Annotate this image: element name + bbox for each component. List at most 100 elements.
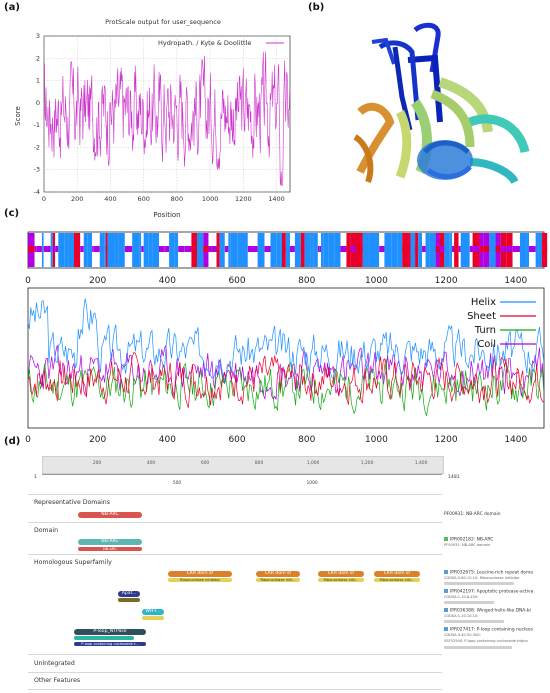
structure-teal-region	[468, 114, 530, 185]
ss-track-segment	[397, 233, 403, 267]
hydropathy-plot-area	[43, 35, 291, 193]
ss-track-band	[36, 246, 42, 252]
bar-winged-helix-sub[interactable]	[142, 616, 164, 620]
sequence-ruler[interactable]: 200 400 600 800 1,000 1,200 1,400	[42, 456, 444, 474]
right-rep-entry[interactable]: PF00931: NB-ARC domain	[444, 512, 501, 517]
right-h2-entry[interactable]: IPR042197: Apoptotic protease-activa	[444, 589, 533, 595]
right-h4-sub1[interactable]: G3DSA:3.40.50.300:	[444, 633, 481, 637]
bar-ploop-sub1[interactable]	[74, 636, 134, 640]
right-h3-bar	[444, 620, 504, 623]
hydropathy-x-tick: 1400	[268, 195, 285, 203]
green-badge-icon	[444, 537, 448, 541]
hydropathy-legend-label: Hydropath. / Kyte & Doolittle	[158, 39, 251, 47]
ss-track-segment	[148, 233, 153, 267]
bar-lrr-3[interactable]: LRR dom sf	[318, 571, 364, 577]
right-dom2-entry[interactable]: PF00931: NB-ARC domain	[444, 543, 491, 547]
ss-track-band	[300, 246, 305, 252]
ss-track-segment	[391, 233, 398, 267]
ruler-tick-top: 200	[92, 461, 102, 466]
ss-track-segment	[228, 233, 231, 267]
ss-track-segment	[450, 233, 453, 267]
ss-track-segment	[118, 233, 125, 267]
section-label-homologous: Homologous Superfamily	[34, 559, 112, 566]
interpro-domain-view: 200 400 600 800 1,000 1,200 1,400 1 1481 500 10…	[28, 456, 550, 690]
blue-badge-icon	[444, 627, 448, 631]
ss-track-band	[164, 246, 166, 252]
bar-winged-helix[interactable]: WH-l...	[142, 609, 164, 615]
bar-ribo-3[interactable]: Ribonuclease inhi...	[318, 578, 364, 582]
bar-ploop-ntpase[interactable]: P-loop_NTPase	[74, 629, 146, 635]
ss-track-segment	[294, 233, 301, 267]
ss-track-segment	[538, 233, 542, 267]
right-h3-entry[interactable]: IPR036388: Winged helix-like DNA-bi	[444, 608, 531, 614]
bar-ploop-sub2[interactable]: P-loop containing nucleoside t...	[74, 642, 146, 646]
ss-line-helix	[27, 298, 545, 383]
ss-track-segment	[87, 233, 93, 267]
ss-track-band	[34, 246, 37, 252]
ss-track-segment	[285, 233, 291, 267]
right-h1-entry[interactable]: IPR032675: Leucine-rich repeat doma	[444, 570, 533, 576]
ss-line-turn	[27, 359, 545, 416]
ss-line-sheet	[27, 351, 544, 408]
hydropathy-y-tick: -4	[34, 188, 40, 196]
ss-plot-tick: 600	[228, 435, 245, 445]
ss-track-band	[264, 246, 271, 252]
ss-track-band	[458, 246, 461, 252]
right-h4-entry[interactable]: IPR027417: P-loop containing nucleos	[444, 627, 533, 633]
ss-track-band	[28, 246, 35, 252]
bar-lrr-4[interactable]: LRR dom sf	[374, 571, 420, 577]
bar-ribo-1[interactable]: Ribonuclease inhibitor	[168, 578, 232, 582]
ss-track-tick: 1400	[504, 276, 527, 286]
right-h1-sub[interactable]: G3DSA:3.80.10.10: Ribonuclease Inhibitor	[444, 576, 520, 580]
ss-track-band	[184, 246, 192, 252]
right-h3-text: IPR036388: Winged helix-like DNA-bi	[450, 608, 531, 614]
ss-track-band	[124, 246, 133, 252]
right-dom1-entry[interactable]: IPR002182: NB-ARC	[444, 537, 493, 543]
ss-track-segment	[425, 233, 430, 267]
ss-track-segment	[418, 233, 423, 267]
ss-track-segment	[334, 233, 341, 267]
ss-track-segment	[519, 233, 527, 267]
bar-ribo-2[interactable]: Ribonuclease inhi...	[256, 578, 300, 582]
bar-ribo-4[interactable]: Ribonuclease inhi...	[374, 578, 420, 582]
ss-track-band	[346, 246, 351, 252]
bar-apaf-sub[interactable]	[118, 598, 140, 602]
ss-track-tick: 800	[298, 276, 315, 286]
ss-plot-ticks: 0 200 400 600 800 1000 1200 1400	[25, 435, 527, 445]
ss-track-band	[178, 246, 185, 252]
ss-track-segment	[313, 233, 318, 267]
ss-track-segment	[460, 233, 468, 267]
section-label-representative: Representative Domains	[34, 499, 110, 506]
bar-lrr-1[interactable]: LRR dom sf	[168, 571, 232, 577]
secondary-structure-chart: 0 200 400 600 800 1000 1200 1400 0 200 400 600 800 1…	[25, 231, 548, 445]
ss-plot-tick: 400	[159, 435, 176, 445]
hydropathy-ylabel: Score	[14, 106, 22, 126]
ss-track-band	[208, 246, 212, 252]
bar-nbarc-representative[interactable]: NB-ARC	[78, 512, 142, 518]
ss-track-segment	[230, 233, 238, 267]
ss-track-segment	[310, 233, 314, 267]
right-h4-bar	[444, 646, 512, 649]
bar-lrr-2[interactable]: LRR dom sf	[256, 571, 300, 577]
bar-nbarc-domain-ipr[interactable]: NB-ARC	[78, 539, 142, 545]
ss-track-band	[281, 246, 286, 252]
ss-track-band	[340, 246, 347, 252]
bar-apaf[interactable]: Apaf...	[118, 591, 140, 597]
ss-track-band	[43, 246, 51, 252]
ss-track-segment	[280, 233, 282, 267]
ss-track-band	[191, 246, 197, 252]
ss-track-band	[247, 246, 253, 252]
right-h4-sub2[interactable]: SSF52540: P-loop containing nucleoside t…	[444, 639, 528, 643]
ss-track-band	[495, 246, 501, 252]
hydropathy-x-tick: 200	[71, 195, 83, 203]
ruler-tick-top: 1,200	[360, 461, 374, 466]
hydropathy-x-tick: 1000	[202, 195, 219, 203]
right-h2-sub[interactable]: G3DSA:1.10.8.430:	[444, 595, 479, 599]
bar-nbarc-domain-pf[interactable]: NB-ARC	[78, 547, 142, 551]
hydropathy-xlabel: Position	[153, 211, 180, 219]
ss-track-segment	[384, 233, 387, 267]
ss-track-segment	[386, 233, 392, 267]
ss-track-segment	[429, 233, 436, 267]
right-h3-sub[interactable]: G3DSA:1.10.10.10:	[444, 614, 479, 618]
ss-track-band	[408, 246, 411, 252]
